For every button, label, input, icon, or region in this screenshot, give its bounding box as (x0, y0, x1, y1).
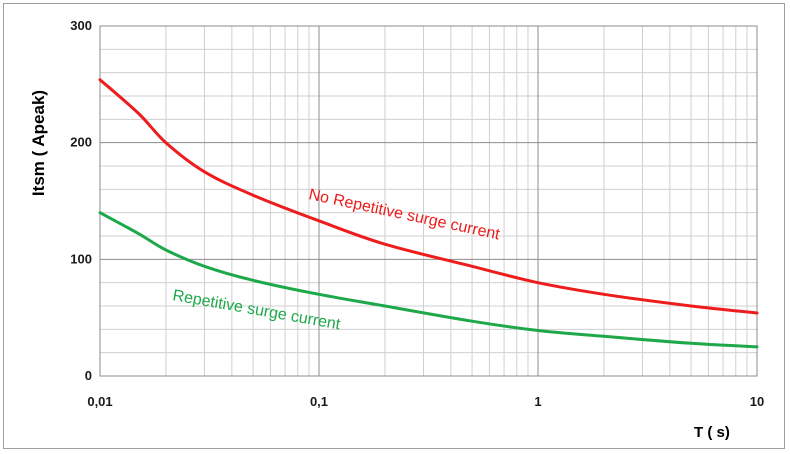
y-tick-label: 200 (70, 135, 92, 150)
plot-area-border (99, 25, 758, 377)
x-tick-labels: 0,01 0,1 1 10 (87, 394, 764, 409)
chart-frame (3, 3, 785, 449)
y-tick-label: 100 (70, 251, 92, 266)
y-tick-label: 0 (85, 368, 92, 383)
x-axis-title: T ( s) (694, 424, 730, 441)
major-grid (99, 25, 758, 377)
x-tick-label: 0,1 (310, 394, 328, 409)
y-axis-title: Itsm ( Apeak) (29, 90, 48, 196)
x-tick-label: 10 (750, 394, 764, 409)
x-tick-label: 1 (534, 394, 541, 409)
minor-grid (100, 26, 757, 376)
y-tick-label: 300 (70, 18, 92, 33)
series-line-repetitive (98, 211, 759, 349)
series-layer (98, 78, 759, 349)
x-tick-label: 0,01 (87, 394, 112, 409)
series-line-no-repetitive (98, 78, 759, 315)
y-tick-labels: 0 100 200 300 (70, 18, 92, 383)
